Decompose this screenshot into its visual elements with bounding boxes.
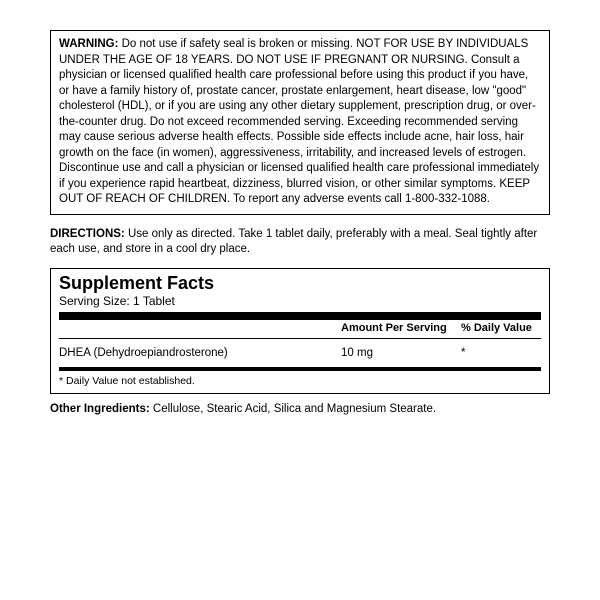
directions-label: DIRECTIONS: xyxy=(50,228,125,240)
warning-text: Do not use if safety seal is broken or m… xyxy=(59,38,539,205)
rule-thick-top xyxy=(59,312,541,320)
facts-header-amount: Amount Per Serving xyxy=(341,322,461,334)
facts-row-name: DHEA (Dehydroepiandrosterone) xyxy=(59,347,341,359)
facts-row-amount: 10 mg xyxy=(341,347,461,359)
facts-header-dv: % Daily Value xyxy=(461,322,541,334)
supplement-facts-panel: Supplement Facts Serving Size: 1 Tablet … xyxy=(50,268,550,394)
other-text: Cellulose, Stearic Acid, Silica and Magn… xyxy=(153,403,436,415)
other-label: Other Ingredients: xyxy=(50,403,150,415)
facts-title: Supplement Facts xyxy=(59,273,541,294)
facts-row-dhea: DHEA (Dehydroepiandrosterone) 10 mg * xyxy=(59,339,541,367)
directions-block: DIRECTIONS: Use only as directed. Take 1… xyxy=(50,227,550,258)
other-ingredients-block: Other Ingredients: Cellulose, Stearic Ac… xyxy=(50,402,550,418)
warning-label: WARNING: xyxy=(59,38,118,50)
facts-header-row: Amount Per Serving % Daily Value xyxy=(59,320,541,338)
facts-row-dv: * xyxy=(461,347,541,359)
warning-box: WARNING: Do not use if safety seal is br… xyxy=(50,30,550,215)
facts-footnote: * Daily Value not established. xyxy=(59,371,541,387)
supplement-label-page: WARNING: Do not use if safety seal is br… xyxy=(0,0,600,447)
facts-header-spacer xyxy=(59,322,341,334)
facts-serving-size: Serving Size: 1 Tablet xyxy=(59,294,541,308)
